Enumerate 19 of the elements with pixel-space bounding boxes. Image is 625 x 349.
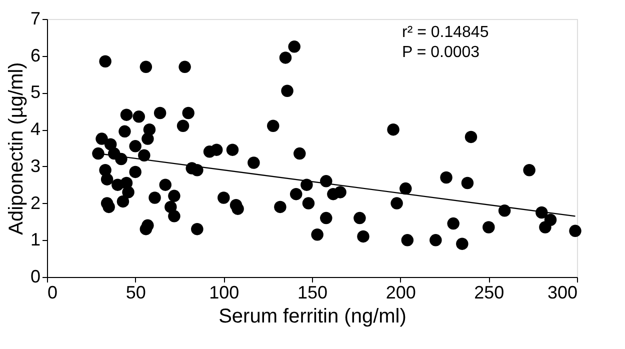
x-tick-label: 0 xyxy=(48,282,58,302)
x-tick-label: 250 xyxy=(474,282,504,302)
y-tick-label: 3 xyxy=(30,156,40,176)
x-axis-title: Serum ferritin (ng/ml) xyxy=(218,306,406,328)
x-tick-label: 300 xyxy=(547,282,578,302)
x-tick-label: 150 xyxy=(297,282,328,302)
y-tick-label: 7 xyxy=(30,8,40,28)
y-tick-label: 2 xyxy=(30,192,40,213)
annotation: r² = 0.14845 xyxy=(402,24,489,41)
x-tick-label: 200 xyxy=(386,282,416,302)
y-tick-label: 0 xyxy=(30,266,40,286)
y-tick-label: 1 xyxy=(30,230,40,250)
y-axis-title: Adiponectin (µg/ml) xyxy=(5,62,28,235)
y-tick-label: 5 xyxy=(30,82,40,102)
x-tick-label: 50 xyxy=(126,282,146,302)
y-tick-label: 4 xyxy=(30,119,40,140)
y-tick-label: 6 xyxy=(30,45,40,66)
annotation: P = 0.0003 xyxy=(402,44,480,61)
x-tick-label: 100 xyxy=(209,282,240,302)
